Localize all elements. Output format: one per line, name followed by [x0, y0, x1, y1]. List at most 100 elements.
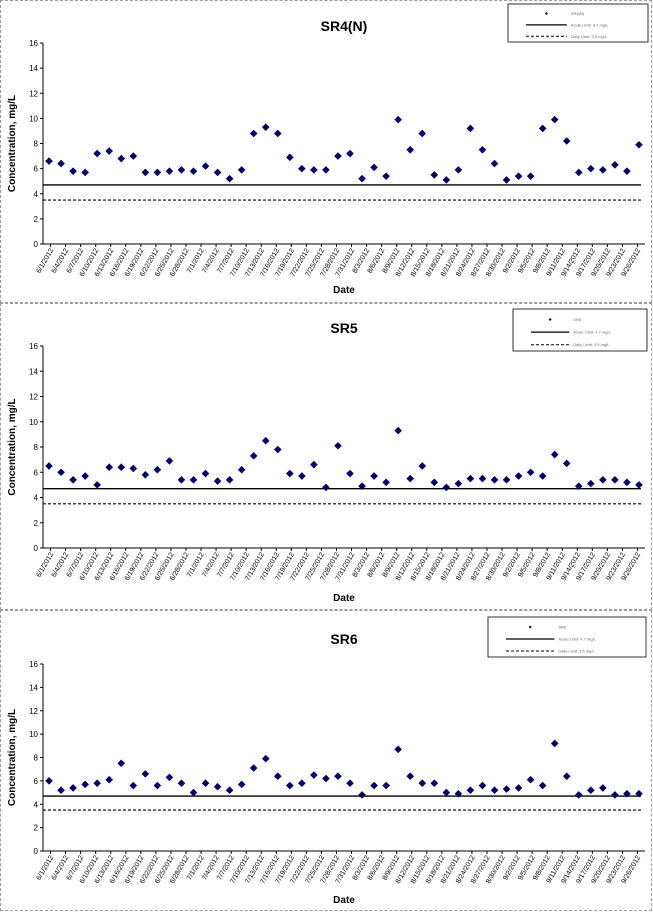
chart-0-data-point [454, 166, 463, 174]
chart-1-data-point [587, 479, 595, 488]
chart-0-legend-marker [544, 12, 548, 15]
chart-2-y-tick-label: 10 [29, 730, 38, 739]
chart-0-data-point [189, 167, 198, 175]
chart-2-data-point [286, 781, 294, 790]
chart-2-data-point [623, 789, 631, 798]
chart-1-y-tick-label: 8 [34, 443, 39, 452]
chart-1-data-point [57, 468, 65, 477]
chart-1-data-point [394, 426, 402, 435]
chart-2-data-point [298, 779, 306, 788]
chart-1-data-point [599, 476, 607, 484]
chart-2-data-point [129, 781, 138, 790]
chart-1-data-point [117, 463, 126, 471]
chart-1-legend-marker [548, 318, 552, 321]
chart-1-data-point [478, 474, 487, 483]
chart-1-data-point [502, 476, 511, 484]
chart-0-data-point [273, 129, 282, 138]
chart-panel-sr6: SR6 0 2 4 6 8 10 12 14 16 Concentration, mg/L 6/1/2… [0, 610, 652, 911]
chart-0-data-point [478, 145, 487, 154]
chart-0-data-point [442, 176, 451, 184]
chart-2-y-axis-label: Concentration, mg/L [7, 709, 18, 806]
chart-2-y-tick-label: 4 [34, 800, 39, 809]
chart-2-data-point [502, 785, 511, 793]
chart-0-data-point [358, 174, 366, 183]
chart-0-data-point [526, 172, 535, 180]
chart-2-data-point [334, 772, 342, 780]
chart-2-legend-label: Daily Limit: 3.5 mg/L [558, 649, 595, 654]
chart-2-y-tick-label: 16 [29, 660, 38, 669]
chart-0-data-point [382, 172, 390, 180]
chart-2-data-point [466, 786, 475, 795]
chart-0-data-point [370, 163, 378, 172]
chart-0-legend-label: SR4(N) [571, 11, 585, 16]
chart-2-data-point [454, 789, 463, 798]
chart-0-legend-box [507, 3, 649, 43]
chart-0-data-point [177, 166, 186, 174]
chart-2-data-point [69, 784, 77, 792]
chart-0-data-point [69, 167, 77, 175]
chart-0-data-point [213, 168, 222, 177]
chart-1-data-point [370, 472, 378, 480]
chart-1-data-point [442, 483, 451, 492]
chart-2-data-point [141, 770, 150, 778]
chart-0-y-tick-label: 8 [34, 140, 39, 149]
chart-2-data-point [201, 779, 210, 788]
chart-1-data-point [286, 469, 294, 478]
chart-0-y-tick-label: 6 [34, 165, 39, 174]
chart-0-y-axis-label: Concentration, mg/L [7, 95, 18, 192]
chart-2-data-point [550, 739, 559, 748]
chart-0-data-point [611, 161, 619, 169]
chart-2-legend-label: SR6 [558, 625, 567, 630]
chart-2-data-point [430, 779, 439, 788]
chart-0-y-tick-label: 16 [29, 39, 38, 48]
chart-1-data-point [550, 450, 559, 459]
chart-2-y-tick-label: 2 [34, 824, 39, 833]
chart-1-data-point [237, 465, 246, 474]
chart-1-data-point [310, 460, 318, 469]
chart-1-data-point [81, 472, 89, 480]
chart-2-data-point [189, 788, 198, 797]
chart-0-data-point [550, 115, 559, 124]
chart-0-data-point [514, 172, 523, 180]
chart-1-y-tick-label: 16 [29, 342, 38, 351]
chart-0-y-tick-label: 10 [29, 114, 38, 123]
chart-1-data-point [105, 463, 114, 471]
chart-2-data-point [105, 775, 114, 784]
chart-2-title: SR6 [330, 631, 357, 647]
chart-1-y-tick-label: 6 [34, 468, 39, 477]
chart-1-legend-label: Daily Limit: 3.5 mg/L [573, 342, 610, 347]
chart-1-data-point [213, 477, 222, 485]
chart-1-title: SR5 [330, 320, 357, 336]
chart-2-data-point [225, 786, 234, 795]
chart-2-data-point [261, 754, 270, 763]
chart-1-data-point [298, 472, 306, 480]
chart-1-data-point [454, 479, 463, 488]
chart-1-data-point [611, 476, 619, 484]
chart-1-data-point [490, 476, 499, 484]
chart-1-data-point [430, 478, 439, 487]
chart-1-data-point [526, 468, 535, 477]
chart-1-data-point [623, 478, 631, 487]
chart-2-legend-box [487, 616, 647, 658]
chart-2-data-point [93, 779, 101, 788]
chart-0-data-point [562, 137, 571, 145]
chart-2-y-tick-label: 6 [34, 777, 39, 786]
chart-0-data-point [574, 168, 583, 177]
chart-2-data-point [442, 788, 451, 797]
chart-0-data-point [93, 149, 101, 158]
chart-2-data-point [490, 786, 499, 795]
chart-1-y-tick-label: 2 [34, 519, 39, 528]
chart-2-data-point [574, 791, 583, 799]
chart-2-data-point [310, 771, 318, 779]
chart-0-y-tick-label: 0 [34, 240, 39, 249]
chart-1-data-point [249, 452, 258, 460]
chart-panel-sr4n: SR4(N) 0 2 4 6 8 10 12 14 16 Concentration, mg/L 6/… [0, 0, 652, 303]
chart-1-data-point [261, 436, 270, 445]
chart-1-data-point [129, 464, 138, 473]
chart-0-data-point [538, 124, 547, 133]
chart-panel-sr5: SR5 0 2 4 6 8 10 12 14 16 Concentration, mg/L 6/1/2… [0, 303, 652, 610]
chart-1-data-point [514, 472, 523, 480]
chart-1-data-point [382, 478, 390, 487]
chart-1-data-point [177, 476, 186, 484]
chart-0-data-point [249, 129, 258, 138]
